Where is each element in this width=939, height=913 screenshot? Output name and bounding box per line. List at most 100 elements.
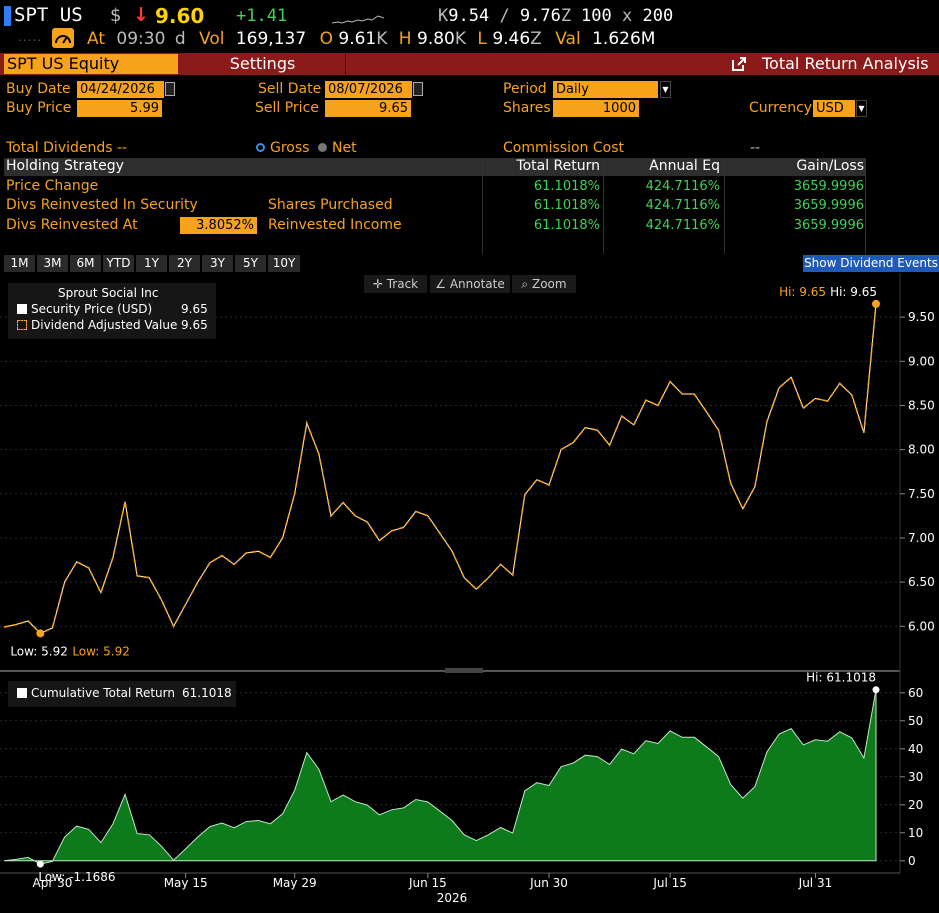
col-holding-strategy: Holding Strategy	[6, 158, 124, 174]
sparkline-icon	[332, 15, 384, 24]
return-high-point	[872, 686, 880, 694]
high-suffix: K	[454, 29, 467, 49]
total-return-chart[interactable]: Hi: 9.65 Hi: 9.65 Low: 5.92 Low: 5.92 Hi: 61…	[0, 273, 939, 913]
chevron-down-icon[interactable]: ▼	[660, 81, 671, 98]
col-annual-eq: Annual Eq	[649, 158, 720, 174]
date-tick-label: Jun 30	[529, 876, 568, 890]
annual-eq-cell: 424.7116%	[645, 198, 720, 213]
table-divider	[482, 158, 483, 254]
net-radio[interactable]	[318, 143, 327, 152]
shares-label: Shares	[503, 100, 551, 116]
return-high-label: Hi: 61.1018	[806, 671, 876, 685]
return-low-point	[36, 860, 44, 868]
range-tab-1m[interactable]: 1M	[4, 255, 35, 272]
legend-title: Sprout Social Inc	[58, 286, 159, 300]
shares-field[interactable]: 1000	[553, 100, 639, 117]
dividend-adjusted-line	[3, 303, 877, 635]
price-tick-label: 8.50	[908, 398, 935, 412]
open-label: O	[319, 29, 333, 49]
ask-size: 200	[642, 6, 674, 26]
price-tick-label: 7.50	[908, 487, 935, 501]
low-price: 9.46	[492, 29, 531, 49]
annotate-label: Annotate	[449, 277, 505, 291]
price-tick-label: 8.00	[908, 443, 935, 457]
security-field[interactable]: SPT US Equity	[4, 54, 178, 74]
commission-value: --	[750, 140, 761, 156]
reinvest-rate-field[interactable]: 3.8052%	[180, 217, 257, 234]
high-label: H	[398, 29, 412, 49]
last-price: 9.60	[155, 4, 205, 28]
price-tick-label: 7.00	[908, 531, 935, 545]
track-button[interactable]: ✛ Track	[364, 275, 427, 293]
range-tab-1y[interactable]: 1Y	[136, 255, 167, 272]
range-tab-10y[interactable]: 10Y	[268, 255, 300, 272]
return-axis-ticks: 0 10 20 30 40 50 60	[900, 686, 923, 868]
col-total-return: Total Return	[516, 158, 600, 174]
date-tick-label: May 15	[164, 876, 208, 890]
range-tab-6m[interactable]: 6M	[70, 255, 101, 272]
down-arrow-icon: ↓	[133, 4, 149, 26]
range-tab-ytd[interactable]: YTD	[103, 255, 134, 272]
vol-label: Vol	[199, 29, 225, 49]
row-label: Price Change	[6, 178, 99, 194]
price-tick-label: 9.50	[908, 310, 935, 324]
return-tick-label: 0	[908, 854, 916, 868]
date-tick-label: Jul 31	[798, 876, 833, 890]
ask-price: 9.76	[519, 6, 561, 26]
gain-loss-cell: 3659.9996	[793, 218, 864, 233]
gross-label: Gross	[270, 140, 310, 156]
buy-date-field[interactable]: 04/24/2026	[77, 81, 164, 98]
speed-gauge-icon[interactable]	[52, 28, 74, 48]
return-low-label: Low: -1.1686	[38, 870, 115, 884]
price-tick-label: 6.50	[908, 575, 935, 589]
total-return-cell: 61.1018%	[533, 198, 600, 213]
range-tab-5y[interactable]: 5Y	[235, 255, 266, 272]
range-tab-3y[interactable]: 3Y	[202, 255, 233, 272]
date-tick-label: Apr 30	[33, 876, 73, 890]
calendar-icon[interactable]	[165, 82, 175, 96]
trade-time: 09:30	[116, 29, 166, 49]
price-low-label-adj: Low: 5.92	[72, 644, 130, 658]
bid-prefix: K	[438, 6, 449, 26]
bid-ask-size: 100 x 200	[581, 6, 673, 26]
gain-loss-cell: 3659.9996	[793, 179, 864, 194]
table-divider	[724, 158, 725, 254]
row-extra-label: Reinvested Income	[268, 217, 402, 233]
sell-price-label: Sell Price	[255, 100, 319, 116]
sell-date-label: Sell Date	[258, 81, 322, 97]
show-dividend-events-button[interactable]: Show Dividend Events	[803, 255, 939, 272]
date-tick-label: Jul 15	[652, 876, 687, 890]
zoom-button[interactable]: ⌕ Zoom	[512, 275, 576, 293]
currency-select[interactable]: USD	[813, 100, 855, 117]
range-tab-3m[interactable]: 3M	[37, 255, 68, 272]
legend-swatch-white	[17, 688, 27, 698]
range-tab-2y[interactable]: 2Y	[169, 255, 200, 272]
export-icon[interactable]	[731, 56, 747, 72]
row-extra-label: Shares Purchased	[268, 197, 393, 213]
ask-suffix: Z	[560, 6, 572, 26]
ticker-marker	[4, 6, 11, 26]
legend-series-return: Cumulative Total Return	[31, 686, 175, 700]
size-separator: x	[621, 6, 633, 26]
gross-radio[interactable]	[256, 143, 265, 152]
annotate-button[interactable]: ∠ Annotate	[430, 275, 510, 293]
legend-value-2: 9.65	[181, 318, 208, 332]
price-legend	[8, 283, 216, 339]
legend-series-2: Dividend Adjusted Value	[31, 318, 178, 332]
date-tick-label: Jun 15	[408, 876, 447, 890]
col-gain-loss: Gain/Loss	[796, 158, 864, 174]
gain-loss-cell: 3659.9996	[793, 198, 864, 213]
calendar-icon[interactable]	[413, 82, 423, 96]
settings-button[interactable]: Settings	[229, 54, 296, 73]
ticker-row2: At 09:30 d Vol 169,137 O 9.61K H 9.80K L…	[87, 29, 655, 49]
total-dividends-label: Total Dividends --	[6, 140, 127, 156]
period-select[interactable]: Daily	[553, 81, 658, 98]
buy-price-field[interactable]: 5.99	[77, 100, 162, 117]
pencil-icon: ∠	[435, 277, 446, 291]
sell-date-field[interactable]: 08/07/2026	[325, 81, 412, 98]
return-tick-label: 40	[908, 742, 923, 756]
open-suffix: K	[376, 29, 388, 49]
panel-drag-handle	[445, 668, 483, 673]
chevron-down-icon[interactable]: ▼	[856, 100, 867, 117]
sell-price-field[interactable]: 9.65	[325, 100, 411, 117]
